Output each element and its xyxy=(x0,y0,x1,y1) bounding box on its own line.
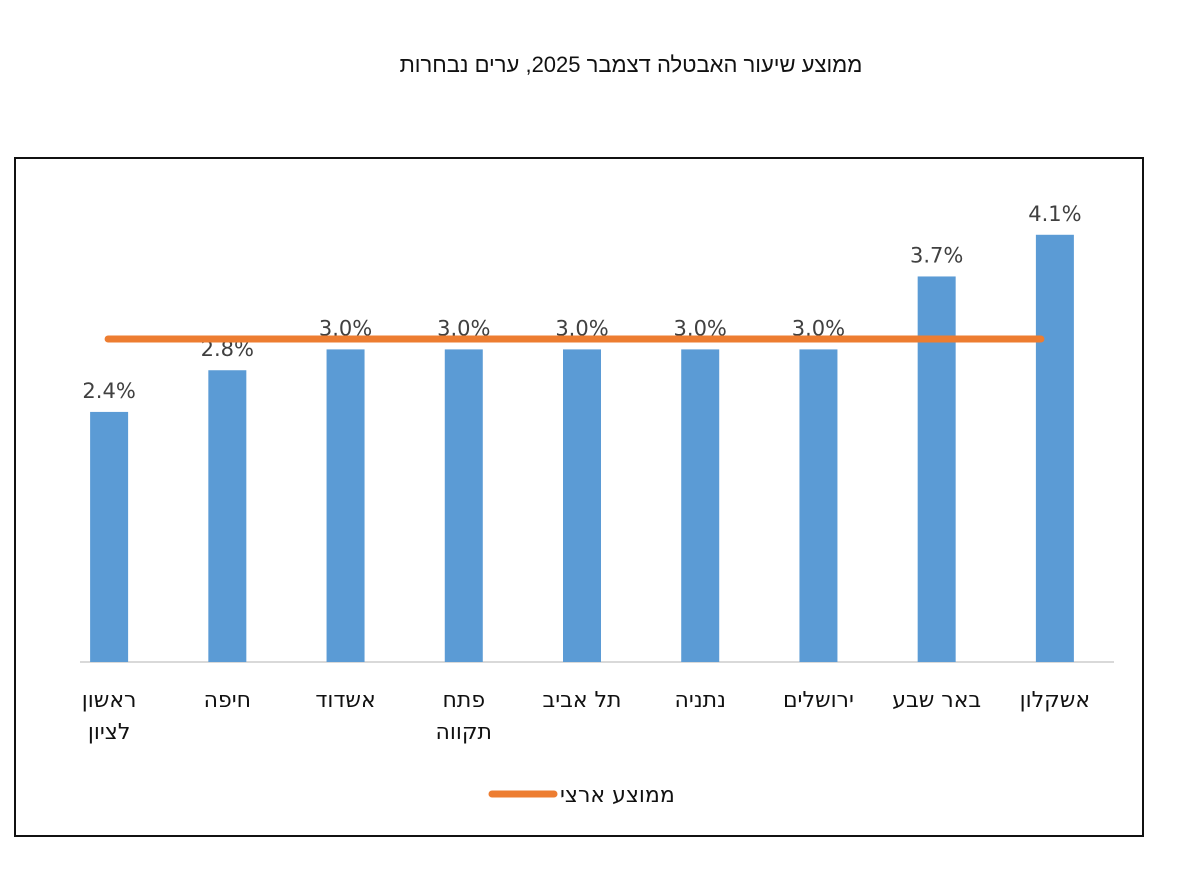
bar-6 xyxy=(799,349,838,662)
category-label-3-line-1: תקווה xyxy=(436,720,492,745)
bar-2 xyxy=(326,349,365,662)
chart-title: ממוצע שיעור האבטלה דצמבר 2025, ערים נבחר… xyxy=(399,52,863,77)
category-label-6: ירושלים xyxy=(783,688,854,713)
category-label-2: אשדוד xyxy=(315,688,375,713)
legend-label: ממוצע ארצי xyxy=(560,783,675,808)
bar-5 xyxy=(681,349,720,662)
category-label-7: באר שבע xyxy=(892,688,981,713)
category-label-1: חיפה xyxy=(204,688,251,713)
category-label-4: תל אביב xyxy=(542,688,621,713)
category-label-8: אשקלון xyxy=(1020,688,1090,713)
bar-3 xyxy=(444,349,483,662)
chart-frame: 2.4% ראשון לציון 2.8% חיפה 3.0% אשדוד 3.0% פתח תק… xyxy=(14,157,1144,837)
chart-svg: 2.4%ראשוןלציון2.8%חיפה3.0%אשדוד3.0%פתחתק… xyxy=(80,202,1114,808)
data-label-0: 2.4% xyxy=(82,379,135,403)
category-label-5: נתניה xyxy=(675,688,726,713)
bar-4 xyxy=(563,349,601,662)
category-label-0-line-1: לציון xyxy=(88,720,130,745)
data-label-7: 3.7% xyxy=(910,243,963,267)
bar-7 xyxy=(917,276,956,662)
data-label-8: 4.1% xyxy=(1028,202,1081,226)
bar-8 xyxy=(1035,234,1074,662)
category-label-0-line-0: ראשון xyxy=(82,688,137,713)
category-label-3-line-0: פתח xyxy=(442,688,485,713)
bar-0 xyxy=(90,411,129,662)
bar-1 xyxy=(208,370,247,662)
